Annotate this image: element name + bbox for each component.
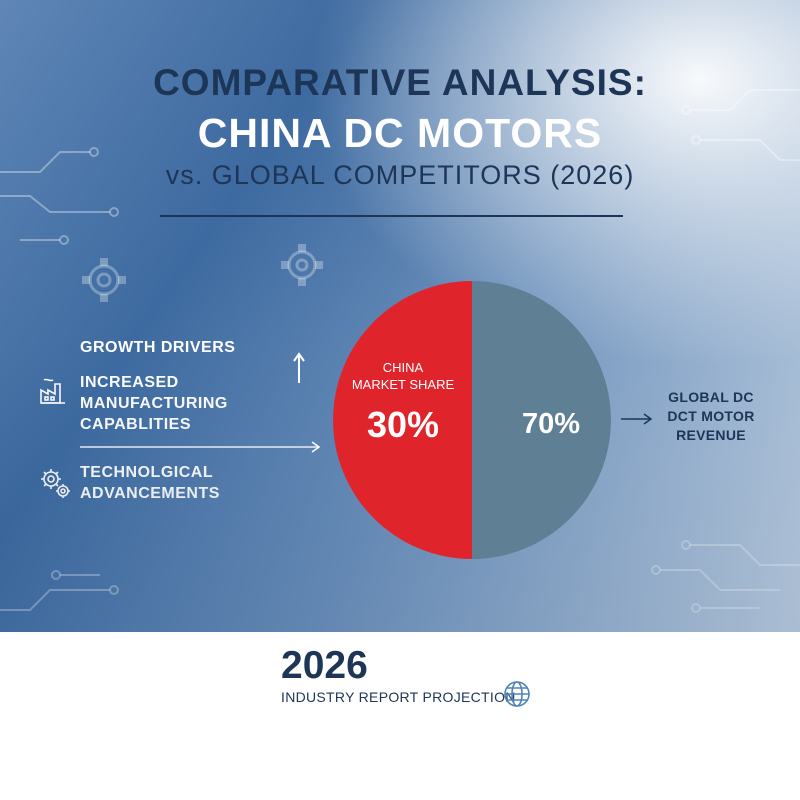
pointer-arrow-left-head — [311, 441, 321, 453]
growth-drivers-heading: GROWTH DRIVERS — [80, 339, 236, 356]
global-revenue-annotation: GLOBAL DC DCT MOTOR REVENUE — [656, 388, 766, 445]
footer-subtitle: INDUSTRY REPORT PROJECTION — [281, 689, 516, 705]
gears-icon — [41, 469, 70, 498]
pointer-arrow-right-head — [643, 413, 653, 425]
growth-arrow-up-head — [293, 352, 305, 362]
annotation-line-3: REVENUE — [676, 427, 746, 443]
title-divider — [160, 215, 623, 217]
annotation-line-2: DCT MOTOR — [667, 408, 755, 424]
global-share-value: 70% — [522, 408, 580, 440]
annotation-line-1: GLOBAL DC — [668, 389, 754, 405]
title-line-3: vs. GLOBAL COMPETITORS (2026) — [165, 160, 635, 190]
driver-item-manufacturing: INCREASED MANUFACTURING CAPABLITIES — [80, 374, 228, 433]
footer-year: 2026 — [281, 644, 368, 687]
globe-icon — [504, 681, 530, 707]
title-line-2: CHINA DC MOTORS — [197, 110, 603, 156]
market-share-pie-chart: CHINA MARKET SHARE 30% 70% — [293, 281, 653, 559]
factory-icon — [40, 378, 65, 404]
china-label-line-1: CHINA — [383, 360, 424, 375]
china-label-line-2: MARKET SHARE — [352, 377, 455, 392]
driver-item-technology: TECHNOLGICAL ADVANCEMENTS — [80, 464, 220, 502]
title-line-1: COMPARATIVE ANALYSIS: — [153, 62, 647, 103]
pie-slice-china — [333, 281, 472, 559]
pie-slice-global — [472, 281, 611, 559]
china-share-value: 30% — [367, 404, 439, 445]
